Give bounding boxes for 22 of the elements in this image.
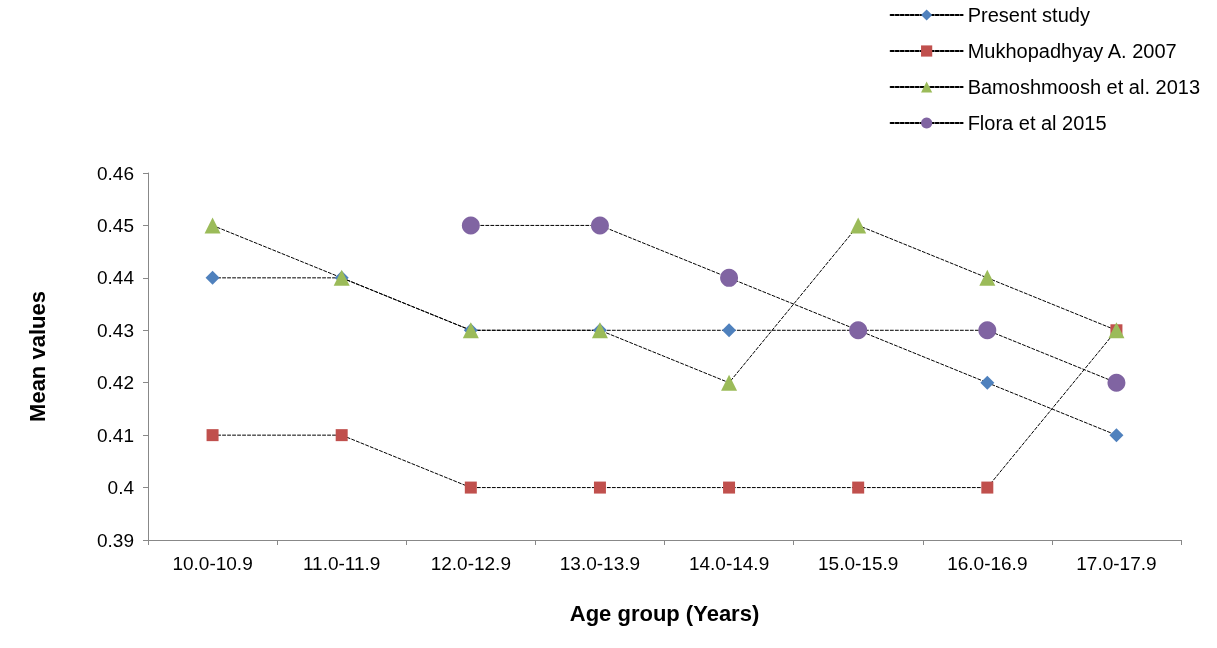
- y-tick-label: 0.4: [107, 477, 135, 499]
- legend-label: Bamoshmoosh et al. 2013: [967, 76, 1201, 98]
- x-tick-label: 14.0-14.9: [688, 553, 770, 574]
- y-tick-label: 0.41: [97, 424, 134, 446]
- legend-label: Flora et al 2015: [967, 112, 1107, 134]
- legend-label: Mukhopadhyay A. 2007: [967, 40, 1177, 62]
- y-tick-label: 0.42: [97, 372, 134, 394]
- y-tick-label: 0.45: [97, 214, 134, 236]
- x-tick-label: 16.0-16.9: [947, 553, 1028, 574]
- x-tick-label: 15.0-15.9: [818, 553, 899, 574]
- x-tick-label: 11.0-11.9: [302, 553, 381, 574]
- y-tick-label: 0.39: [97, 529, 134, 551]
- y-axis-title: Mean values: [24, 291, 50, 422]
- x-tick-label: 12.0-12.9: [430, 553, 511, 574]
- x-tick-label: 13.0-13.9: [559, 553, 641, 574]
- y-tick-label: 0.44: [97, 267, 135, 289]
- x-tick-label: 10.0-10.9: [172, 553, 253, 574]
- x-tick-label: 17.0-17.9: [1076, 553, 1157, 574]
- x-axis-title: Age group (Years): [569, 600, 760, 626]
- y-tick-label: 0.46: [97, 162, 134, 184]
- legend-label: Present study: [967, 4, 1090, 26]
- y-tick-label: 0.43: [97, 319, 134, 341]
